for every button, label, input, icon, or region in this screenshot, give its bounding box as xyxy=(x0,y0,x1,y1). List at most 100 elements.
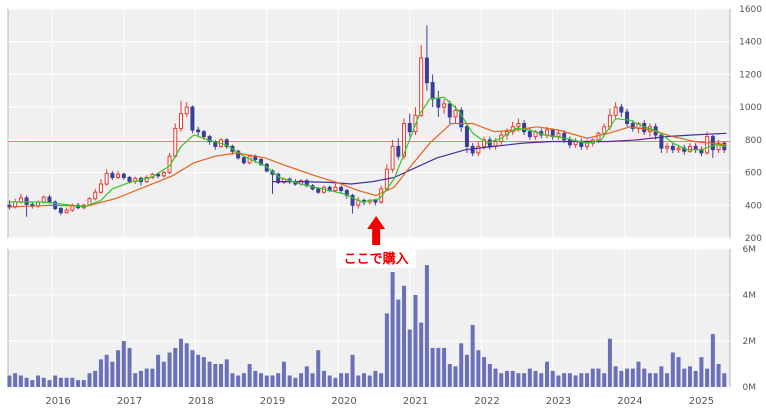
volume-bar xyxy=(287,375,292,387)
volume-bar xyxy=(190,350,195,387)
volume-bar xyxy=(167,352,172,387)
volume-bar xyxy=(316,350,321,387)
volume-bar xyxy=(30,380,35,387)
candle-body xyxy=(407,123,412,133)
volume-bar xyxy=(476,350,481,387)
candle-body xyxy=(716,142,721,151)
volume-bar xyxy=(550,370,555,387)
volume-bar xyxy=(590,368,595,387)
volume-bar xyxy=(339,373,344,387)
candle-body xyxy=(659,134,664,149)
volume-bar xyxy=(133,373,138,387)
volume-bar xyxy=(533,370,538,387)
buy-label: ここで購入 xyxy=(344,251,409,267)
volume-bar xyxy=(53,375,58,387)
volume-bar xyxy=(682,368,687,387)
candle-body xyxy=(442,103,447,108)
volume-bar xyxy=(653,373,658,387)
volume-bar xyxy=(665,373,670,387)
volume-bar xyxy=(18,375,23,387)
candle-body xyxy=(567,139,572,146)
candle-body xyxy=(116,173,121,178)
volume-bar xyxy=(384,313,389,387)
volume-bar xyxy=(116,350,121,387)
volume-bar xyxy=(630,368,635,387)
volume-bar xyxy=(196,354,201,387)
candle-body xyxy=(459,109,464,128)
volume-bar xyxy=(41,377,46,387)
volume-bar xyxy=(76,380,81,387)
candle-body xyxy=(110,172,115,178)
buy-arrow xyxy=(367,216,386,245)
buy-label-background xyxy=(336,248,417,268)
volume-bar xyxy=(493,368,498,387)
volume-bar xyxy=(527,368,532,387)
volume-bar xyxy=(64,377,69,387)
volume-bar xyxy=(419,322,424,387)
volume-bar xyxy=(144,368,149,387)
candle-body xyxy=(104,172,109,185)
volume-bar xyxy=(299,373,304,387)
price-panel: 200 400 600 800 1000 1200 1400 1600 xyxy=(7,5,762,244)
volume-bar xyxy=(93,370,98,387)
candle-body xyxy=(402,123,407,157)
volume-bar xyxy=(327,375,332,387)
volume-bar xyxy=(402,285,407,387)
candle-body xyxy=(522,123,527,133)
candle-body xyxy=(705,136,710,154)
volume-bar xyxy=(230,373,235,387)
candle-body xyxy=(482,139,487,147)
volume-bar xyxy=(379,373,384,387)
volume-bar xyxy=(13,373,18,387)
volume-bar xyxy=(213,364,218,387)
volume-bar xyxy=(436,347,441,387)
x-axis: 2016 2017 2018 2019 2020 2021 2022 2023 2024 2025 xyxy=(45,396,714,407)
buy-annotation: ここで購入 xyxy=(336,216,417,268)
candle-body xyxy=(24,197,29,205)
candle-body xyxy=(487,139,492,147)
candle-body xyxy=(333,186,338,192)
volume-bar xyxy=(544,361,549,387)
candle-body xyxy=(339,186,344,192)
candle-body xyxy=(630,123,635,129)
volume-bar xyxy=(613,366,618,387)
candle-body xyxy=(224,139,229,147)
volume-bar xyxy=(270,375,275,387)
volume-bar xyxy=(482,357,487,387)
volume-bar xyxy=(442,347,447,387)
candle-body xyxy=(173,127,178,157)
price-tick-label: 1600 xyxy=(739,5,762,15)
volume-bar xyxy=(573,375,578,387)
candle-body xyxy=(665,145,670,149)
volume-bar xyxy=(562,373,567,387)
candle-body xyxy=(676,147,681,151)
volume-panel: 0M 2M 4M 6M xyxy=(7,245,756,393)
volume-bar xyxy=(396,299,401,387)
moving-average-mid xyxy=(9,122,727,208)
candle-body xyxy=(207,136,212,142)
moving-average-long xyxy=(272,132,727,185)
volume-bar xyxy=(539,373,544,387)
candle-body xyxy=(47,196,52,203)
volume-bar xyxy=(333,377,338,387)
candle-body xyxy=(121,173,126,178)
candle-body xyxy=(625,111,630,125)
volume-bar xyxy=(504,370,509,387)
volume-bar xyxy=(138,370,143,387)
volume-tick-label: 2M xyxy=(743,337,757,347)
volume-bar xyxy=(127,347,132,387)
candle-body xyxy=(236,150,241,159)
volume-bar xyxy=(321,370,326,387)
volume-bar xyxy=(36,375,41,387)
x-tick-label: 2017 xyxy=(117,396,142,407)
price-panel-background xyxy=(7,8,731,239)
volume-bar xyxy=(579,373,584,387)
price-tick-label: 400 xyxy=(745,201,762,211)
candle-body xyxy=(447,103,452,118)
volume-bar xyxy=(178,338,183,387)
candle-body xyxy=(396,145,401,157)
price-tick-label: 1200 xyxy=(739,70,762,80)
volume-tick-label: 4M xyxy=(743,291,757,301)
candle-body xyxy=(516,123,521,128)
candle-body xyxy=(613,106,618,116)
